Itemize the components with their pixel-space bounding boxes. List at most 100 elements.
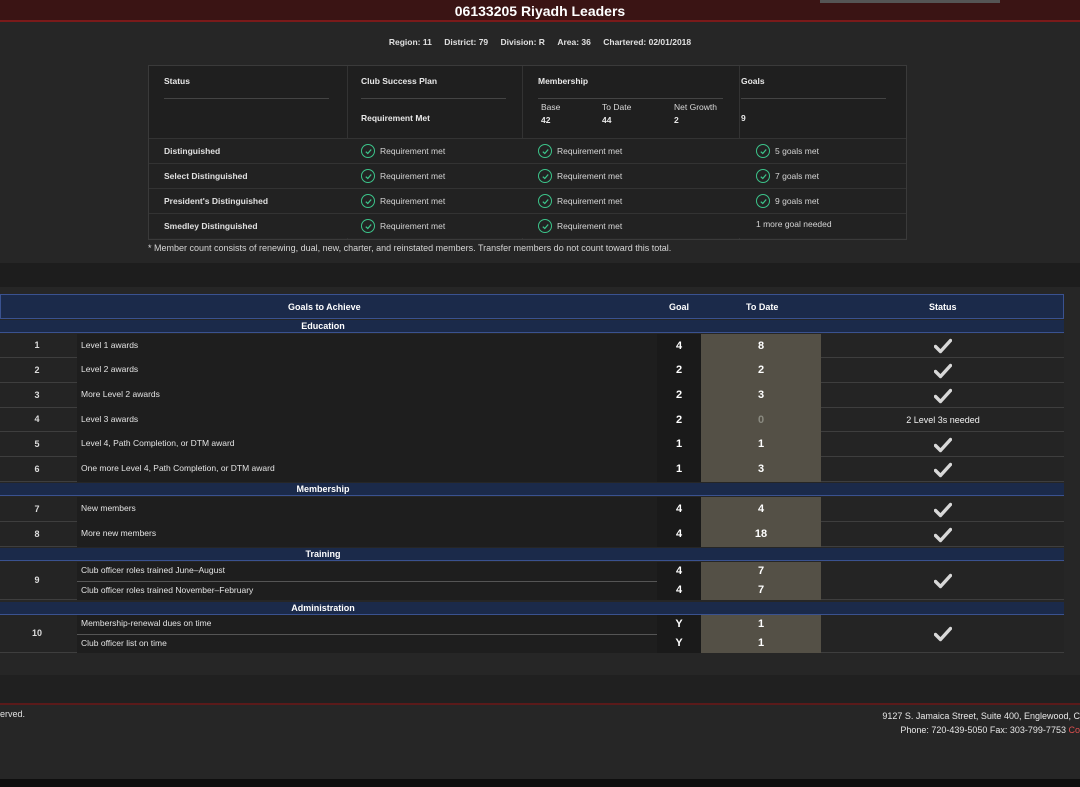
club-title: 06133205 Riyadh Leaders (454, 3, 626, 19)
summary-header: Status Club Success Plan Requirement Met… (149, 66, 906, 138)
membership-cell: Requirement met (538, 144, 622, 158)
summary-row: President's Distinguished Requirement met… (149, 188, 906, 213)
section-header-membership: Membership (0, 483, 1064, 496)
membership-status: Requirement met (557, 171, 623, 181)
goal-description: Level 2 awards (77, 358, 657, 383)
distinguished-level: President's Distinguished (164, 196, 269, 206)
goal-number: 1 (34, 340, 40, 350)
goals-to-achieve-header: Goals to Achieve (288, 302, 361, 312)
membership-cell: Requirement met (538, 169, 622, 183)
checkmark-icon (934, 388, 952, 403)
goals-col-header: Goals 9 (741, 66, 901, 138)
todate-value: 44 (602, 115, 612, 125)
plan-status: Requirement met (380, 171, 446, 181)
goal-description: Level 1 awards (77, 334, 657, 358)
todate-value: 18 (701, 522, 821, 547)
contact-link[interactable]: Co (1068, 725, 1080, 735)
goal-description-cell: Club officer roles trained June–August Cl… (77, 562, 657, 600)
goal-row: 1 Level 1 awards 4 8 (0, 334, 1064, 358)
plan-cell: Requirement met (361, 169, 445, 183)
goal-row: 7 New members 4 4 (0, 497, 1064, 522)
summary-row: Smedley Distinguished Requirement met Requ… (149, 213, 906, 238)
division: Division: R (500, 37, 545, 47)
goal-description: Club officer roles trained June–August (81, 565, 225, 575)
goals-status: 1 more goal needed (756, 219, 832, 229)
goal-status (822, 334, 1064, 358)
goal-row: 10 Membership-renewal dues on time Club of… (0, 615, 1064, 653)
check-circle-icon (538, 169, 552, 183)
todate-value: 7 (701, 581, 821, 600)
goal-value: 1 (657, 432, 701, 457)
checkmark-icon (934, 502, 952, 517)
row-divider (77, 581, 657, 582)
goal-description: Club officer list on time (81, 638, 167, 648)
goal-number: 4 (34, 414, 40, 424)
goal-value: Y (657, 615, 701, 634)
goal-number: 3 (34, 389, 40, 400)
goal-value: 1 (657, 457, 701, 482)
header-rule (164, 98, 329, 99)
todate-header: To Date (746, 302, 779, 312)
distinguished-level: Distinguished (164, 146, 221, 156)
goal-header: Goal (669, 302, 690, 312)
plan-cell: Requirement met (361, 219, 445, 233)
goal-status (822, 383, 1064, 408)
section-header-administration: Administration (0, 602, 1064, 615)
row-divider (77, 634, 657, 635)
copyright-text: erved. (0, 709, 26, 719)
goal-value: 2 (657, 408, 701, 432)
area: Area: 36 (557, 37, 591, 47)
membership-cell: Requirement met (538, 194, 622, 208)
plan-cell: Requirement met (361, 194, 445, 208)
todate-value: 3 (701, 457, 821, 482)
section-header-training: Training (0, 548, 1064, 561)
goal-description: New members (77, 497, 657, 522)
plan-status: Requirement met (380, 146, 446, 156)
header-rule (741, 98, 886, 99)
plan-header: Club Success Plan (361, 76, 438, 86)
check-circle-icon (538, 194, 552, 208)
goal-description: More new members (77, 522, 657, 547)
club-meta: Region: 11 District: 79 Division: R Area… (0, 37, 1080, 47)
summary-row: Distinguished Requirement met Requirement … (149, 138, 906, 163)
goal-row: 5 Level 4, Path Completion, or DTM award 1… (0, 432, 1064, 457)
goals-cell: 9 goals met (756, 194, 819, 208)
bottom-edge (0, 779, 1080, 787)
todate-value: 1 (701, 615, 821, 634)
check-circle-icon (361, 194, 375, 208)
plan-status: Requirement met (380, 221, 446, 231)
growth-label: Net Growth (674, 102, 717, 112)
goal-row: 4 Level 3 awards 2 0 2 Level 3s needed (0, 408, 1064, 432)
check-circle-icon (756, 144, 770, 158)
checkmark-icon (934, 527, 952, 542)
check-circle-icon (538, 219, 552, 233)
plan-status: Requirement met (380, 196, 446, 206)
footer-contact: 9127 S. Jamaica Street, Suite 400, Engle… (882, 709, 1080, 737)
goal-value: 4 (657, 562, 701, 581)
goals-status: 9 goals met (775, 196, 819, 206)
section-title: Administration (291, 603, 355, 613)
goals-cell: 1 more goal needed (756, 219, 832, 229)
checkmark-icon (934, 462, 952, 477)
membership-header: Membership (538, 76, 589, 86)
goal-status (822, 432, 1064, 457)
goal-number: 9 (34, 575, 40, 585)
status-header: Status (929, 302, 957, 312)
base-value: 42 (541, 115, 551, 125)
goal-number: 5 (34, 438, 40, 449)
goals-status: 5 goals met (775, 146, 819, 156)
goal-value: 4 (657, 522, 701, 547)
footer-address: 9127 S. Jamaica Street, Suite 400, Engle… (882, 711, 1080, 721)
goal-status (822, 522, 1064, 547)
district: District: 79 (444, 37, 489, 47)
check-circle-icon (361, 219, 375, 233)
goals-status: 7 goals met (775, 171, 819, 181)
plan-cell: Requirement met (361, 144, 445, 158)
goal-number: 2 (34, 364, 40, 375)
status-col-header: Status (164, 66, 344, 138)
goal-value: 2 (657, 358, 701, 383)
todate-value: 7 (701, 562, 821, 581)
todate-value: 3 (701, 383, 821, 408)
section-title: Membership (296, 484, 350, 494)
goal-status (822, 497, 1064, 522)
